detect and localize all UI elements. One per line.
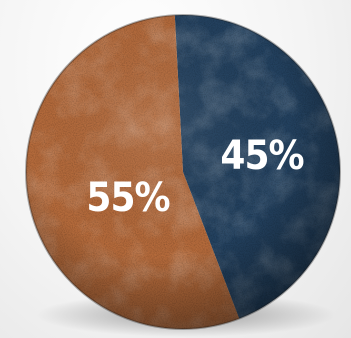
pie-labels: 45% 55%: [86, 133, 304, 221]
pie-label-55: 55%: [86, 175, 169, 221]
pie-rim: [25, 14, 341, 330]
pie-label-45: 45%: [220, 133, 303, 179]
